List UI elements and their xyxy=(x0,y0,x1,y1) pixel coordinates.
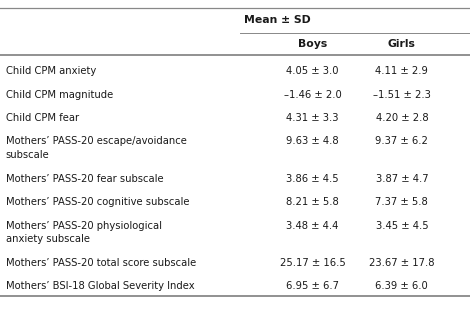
Text: 6.39 ± 6.0: 6.39 ± 6.0 xyxy=(376,281,428,291)
Text: 3.45 ± 4.5: 3.45 ± 4.5 xyxy=(376,220,428,230)
Text: 9.63 ± 4.8: 9.63 ± 4.8 xyxy=(286,136,339,146)
Text: anxiety subscale: anxiety subscale xyxy=(6,234,90,244)
Text: 3.86 ± 4.5: 3.86 ± 4.5 xyxy=(286,174,339,184)
Text: Girls: Girls xyxy=(388,39,416,49)
Text: Child CPM fear: Child CPM fear xyxy=(6,113,79,123)
Text: 6.95 ± 6.7: 6.95 ± 6.7 xyxy=(286,281,339,291)
Text: Mothers’ PASS-20 escape/avoidance: Mothers’ PASS-20 escape/avoidance xyxy=(6,136,187,146)
Text: 25.17 ± 16.5: 25.17 ± 16.5 xyxy=(280,258,345,268)
Text: Mothers’ BSI-18 Global Severity Index: Mothers’ BSI-18 Global Severity Index xyxy=(6,281,194,291)
Text: 3.48 ± 4.4: 3.48 ± 4.4 xyxy=(286,220,339,230)
Text: 7.37 ± 5.8: 7.37 ± 5.8 xyxy=(376,197,428,207)
Text: Mean ± SD: Mean ± SD xyxy=(244,15,311,25)
Text: subscale: subscale xyxy=(6,150,49,160)
Text: 8.21 ± 5.8: 8.21 ± 5.8 xyxy=(286,197,339,207)
Text: 23.67 ± 17.8: 23.67 ± 17.8 xyxy=(369,258,435,268)
Text: 3.87 ± 4.7: 3.87 ± 4.7 xyxy=(376,174,428,184)
Text: Mothers’ PASS-20 physiological: Mothers’ PASS-20 physiological xyxy=(6,220,162,230)
Text: 4.20 ± 2.8: 4.20 ± 2.8 xyxy=(376,113,428,123)
Text: 4.11 ± 2.9: 4.11 ± 2.9 xyxy=(376,66,428,76)
Text: Mothers’ PASS-20 fear subscale: Mothers’ PASS-20 fear subscale xyxy=(6,174,163,184)
Text: Child CPM anxiety: Child CPM anxiety xyxy=(6,66,96,76)
Text: –1.46 ± 2.0: –1.46 ± 2.0 xyxy=(284,89,341,100)
Text: –1.51 ± 2.3: –1.51 ± 2.3 xyxy=(373,89,431,100)
Text: 9.37 ± 6.2: 9.37 ± 6.2 xyxy=(376,136,428,146)
Text: 4.05 ± 3.0: 4.05 ± 3.0 xyxy=(286,66,339,76)
Text: Mothers’ PASS-20 cognitive subscale: Mothers’ PASS-20 cognitive subscale xyxy=(6,197,189,207)
Text: Boys: Boys xyxy=(298,39,327,49)
Text: Child CPM magnitude: Child CPM magnitude xyxy=(6,89,113,100)
Text: Mothers’ PASS-20 total score subscale: Mothers’ PASS-20 total score subscale xyxy=(6,258,196,268)
Text: 4.31 ± 3.3: 4.31 ± 3.3 xyxy=(286,113,339,123)
